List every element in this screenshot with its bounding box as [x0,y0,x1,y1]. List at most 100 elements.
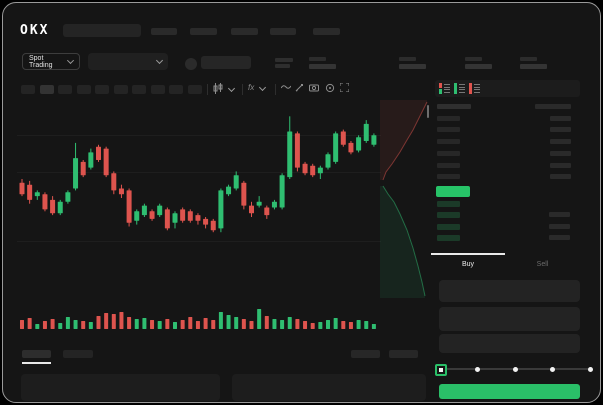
slider-stop-dot[interactable] [587,366,593,372]
okx-logo[interactable]: OKX [20,23,50,38]
stat-label-placeholder [465,57,482,61]
total-input[interactable] [439,334,580,353]
snapshot-button[interactable] [309,83,319,92]
price-change-placeholder [275,58,293,62]
timeframe-slot[interactable] [58,85,72,94]
gridline [17,241,381,242]
fullscreen-icon [340,83,349,92]
draw-button[interactable] [295,83,304,92]
search-input[interactable] [63,24,141,37]
ask-price-bar[interactable] [437,104,471,109]
fullscreen-button[interactable] [340,83,349,92]
ask-price-bar[interactable] [437,174,460,180]
chevron-down-icon [155,56,164,65]
book-asks-icon [469,83,480,94]
bid-amount-bar[interactable] [549,223,570,229]
ask-amount-bar[interactable] [550,174,571,180]
bottom-panel-right[interactable] [232,374,426,401]
camera-icon [309,84,319,92]
spot-trading-selector[interactable]: Spot Trading [22,53,80,70]
buy-tab-indicator [431,253,505,255]
nav-item[interactable] [190,28,217,35]
ask-price-bar[interactable] [437,115,460,121]
ask-price-bar[interactable] [437,127,460,133]
ask-amount-bar[interactable] [550,127,571,133]
slider-stop-dot[interactable] [550,366,555,372]
slider-stop-dot[interactable] [512,366,518,372]
orderbook-view-asks[interactable] [469,83,480,94]
scrollbar-thumb[interactable] [427,105,429,118]
slider-stop-dot[interactable] [475,366,480,372]
nav-item[interactable] [231,28,258,35]
stat-value-placeholder [520,64,547,69]
line-tool-icon [281,85,291,89]
nav-item[interactable] [313,28,340,35]
chart-tab-active[interactable] [22,350,51,358]
timeframe-slot[interactable] [39,85,54,94]
bid-amount-bar[interactable] [549,212,570,218]
tab-buy[interactable]: Buy [431,253,505,273]
bid-price-bar[interactable] [437,201,460,207]
sell-tab-label: Sell [536,261,549,268]
bid-amount-bar[interactable] [549,235,570,241]
buysell-tabbar: Buy Sell [431,253,580,273]
stat-value-placeholder [465,64,492,69]
volume-chart [20,309,376,329]
price-change-placeholder [275,64,290,68]
active-tab-underline [22,362,51,364]
ask-price-bar[interactable] [437,139,460,145]
ask-amount-bar[interactable] [550,115,571,121]
tab-sell[interactable]: Sell [505,253,580,273]
amount-input[interactable] [439,307,580,331]
indicators-button[interactable]: fx [248,83,267,92]
settings-icon [325,83,335,93]
timeframe-slot[interactable] [132,85,146,94]
chart-action-placeholder[interactable] [351,350,380,358]
slider-handle[interactable] [435,364,447,376]
bid-price-bar[interactable] [437,223,460,230]
stat-value-placeholder [399,64,426,69]
ask-amount-bar[interactable] [550,139,571,145]
stat-label-placeholder [309,57,326,61]
price-value-placeholder [201,56,251,69]
buy-submit-button[interactable] [439,384,580,399]
stat-value-placeholder [309,64,336,69]
stat-label-placeholder [399,57,416,61]
book-bids-icon [454,83,465,94]
amount-slider[interactable] [433,360,595,378]
timeframe-slot[interactable] [76,85,91,94]
nav-item[interactable] [270,28,296,35]
ask-price-bar[interactable] [437,150,460,156]
nav-item[interactable] [151,28,177,35]
timeframe-slot[interactable] [187,85,202,94]
bottom-panel-left[interactable] [21,374,220,401]
orderbook-view-combined[interactable] [439,83,450,94]
bid-price-bar[interactable] [437,212,460,219]
gridline [17,172,381,173]
last-price-row[interactable] [436,186,470,197]
ask-amount-bar[interactable] [550,162,571,168]
book-combined-icon [439,83,450,94]
buy-tab-label: Buy [461,261,475,268]
timeframe-slot[interactable] [150,85,165,94]
bid-price-bar[interactable] [437,235,460,242]
candlestick-chart[interactable] [17,101,383,297]
timeframe-slot[interactable] [95,85,109,94]
ask-price-bar[interactable] [437,162,460,168]
candle-type-button[interactable] [212,83,236,94]
timeframe-slot[interactable] [21,85,35,94]
price-avatar-dot [185,58,197,70]
ask-amount-bar[interactable] [550,150,571,156]
pair-selector[interactable] [88,53,168,70]
timeframe-slot[interactable] [169,85,183,94]
chart-tab[interactable] [63,350,93,358]
timeframe-slot[interactable] [113,85,128,94]
line-tool-button[interactable] [281,83,291,91]
draw-pencil-icon [295,84,303,92]
orderbook-view-bids[interactable] [454,83,465,94]
price-input[interactable] [439,280,580,302]
chart-settings-button[interactable] [325,83,335,93]
ask-amount-bar[interactable] [535,104,571,109]
chart-action-placeholder[interactable] [389,350,418,358]
